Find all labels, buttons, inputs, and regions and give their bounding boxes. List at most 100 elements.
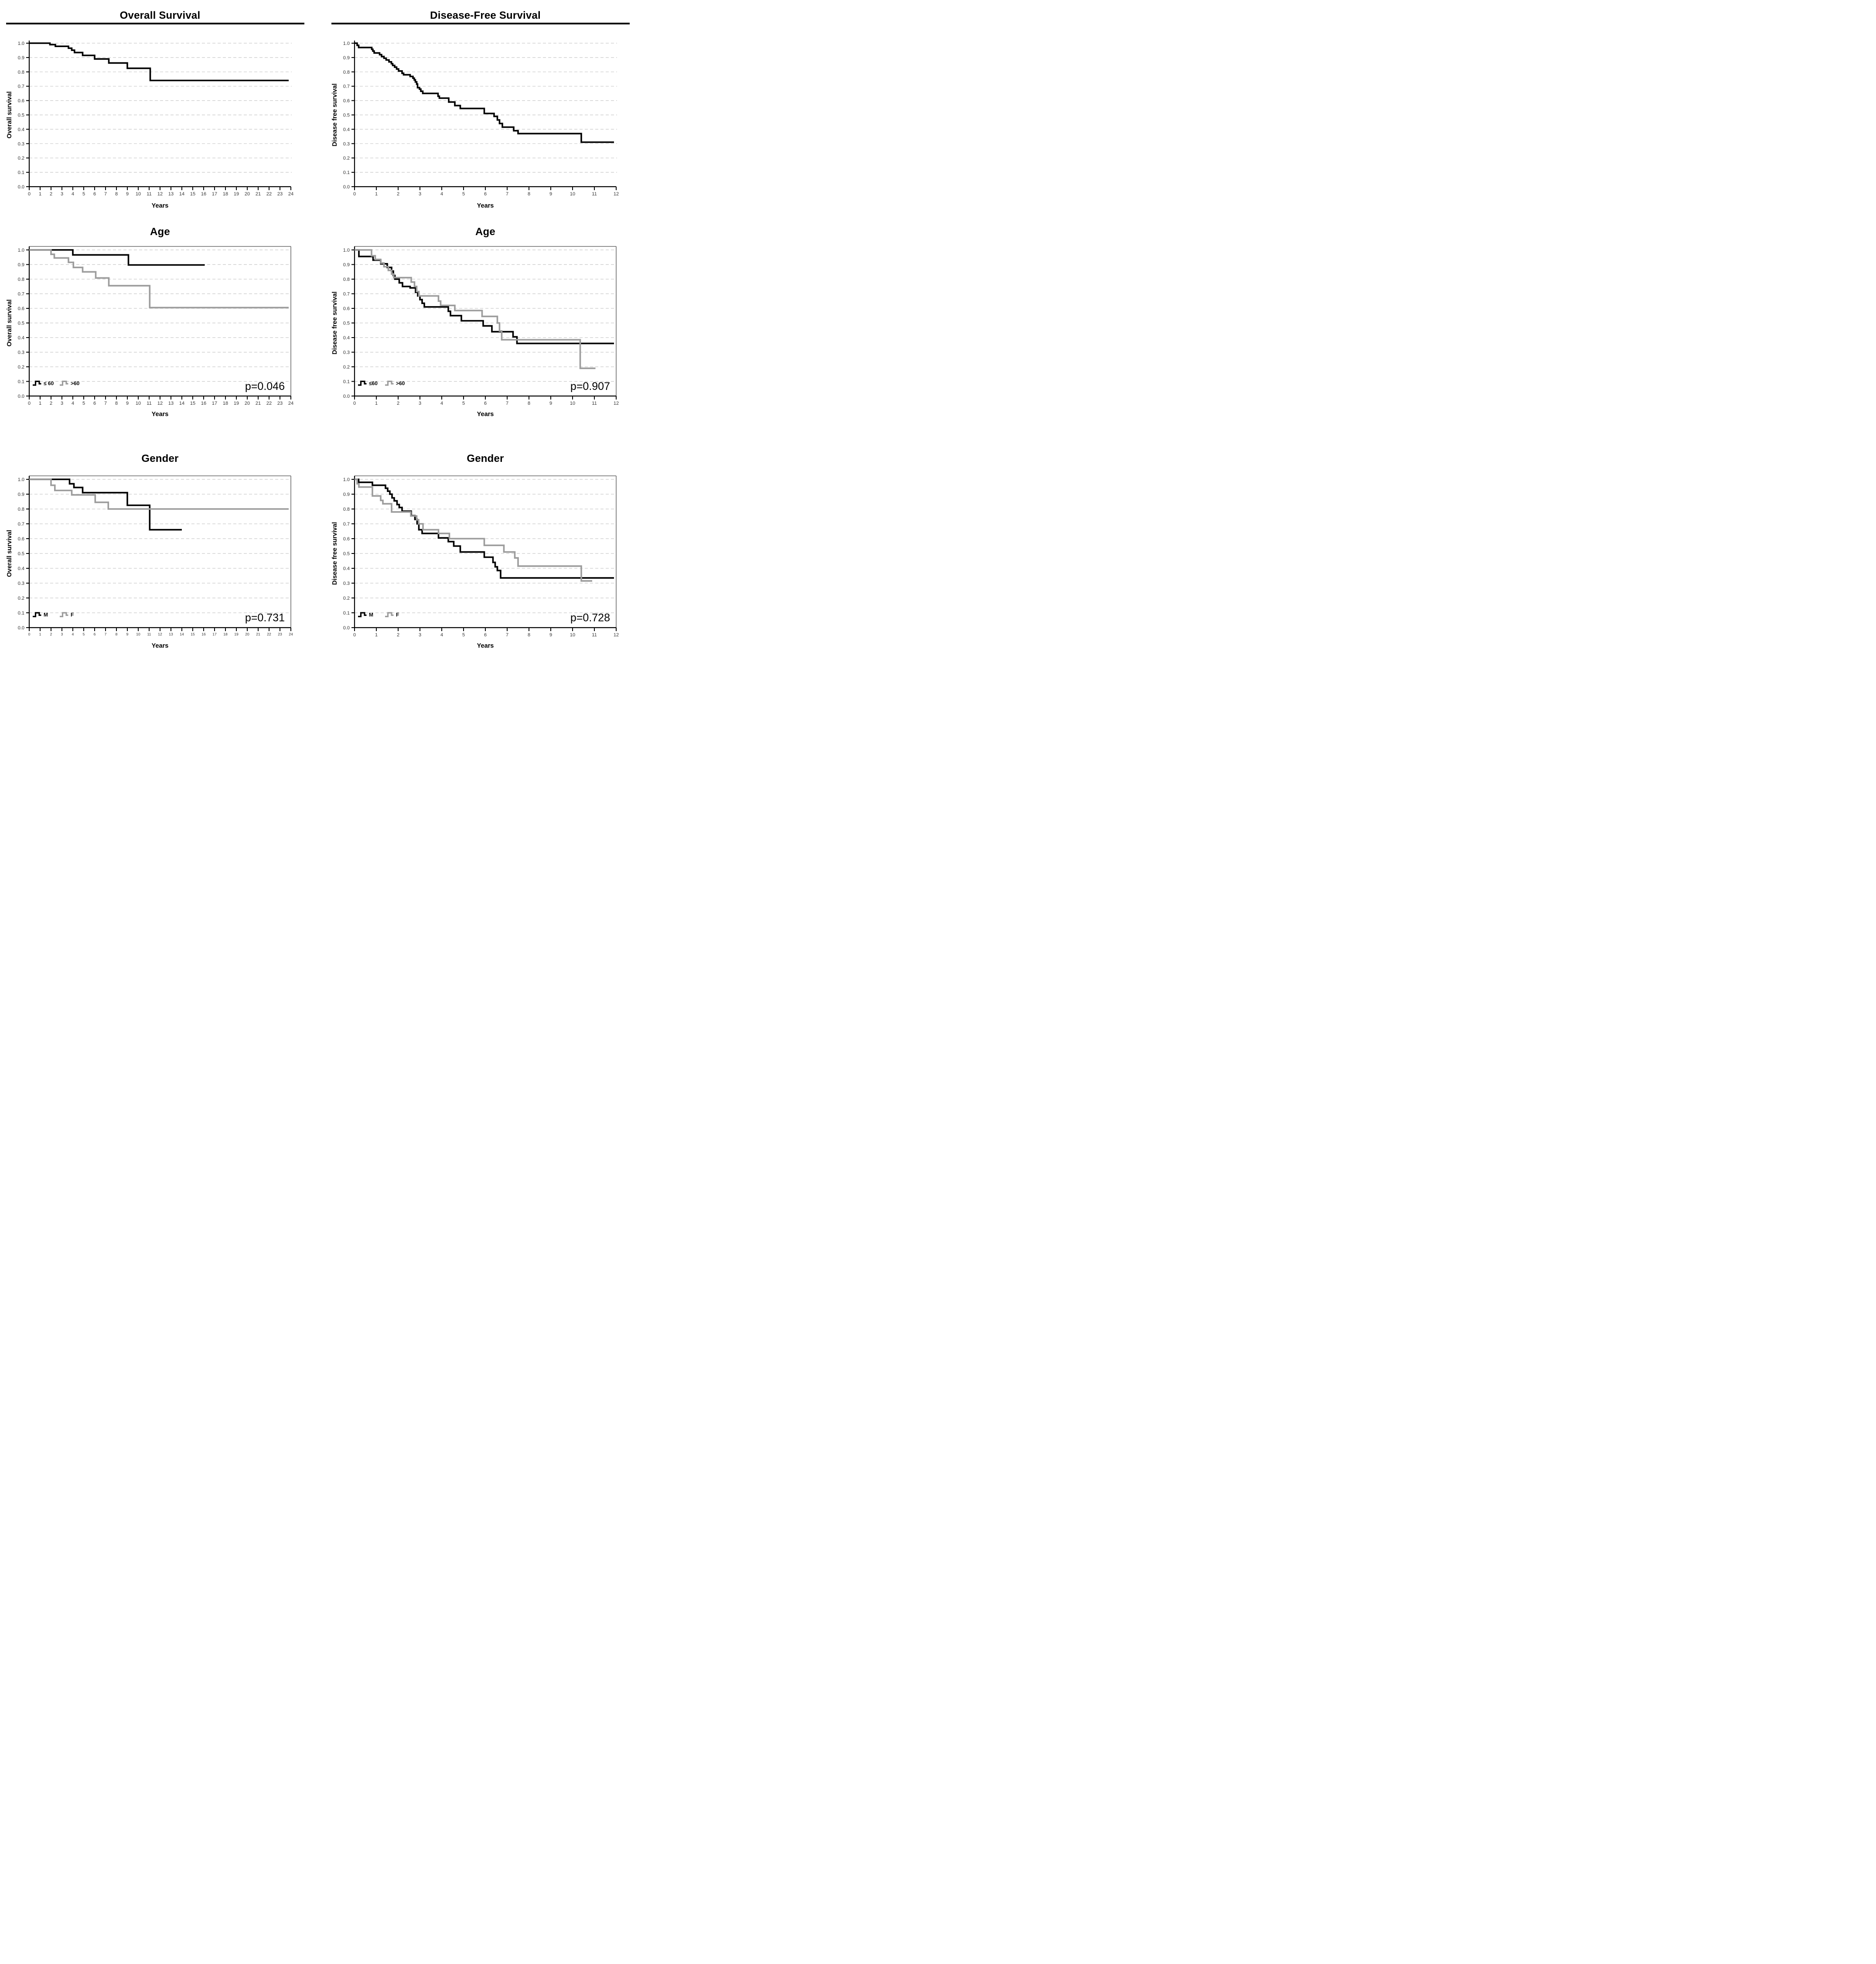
y-tick-label: 0.1	[18, 170, 24, 175]
y-tick-label: 0.6	[343, 99, 350, 104]
panel-title: Age	[475, 226, 495, 238]
y-tick-label: 0.2	[18, 156, 24, 161]
x-tick-label: 12	[614, 401, 619, 406]
y-tick-label: 0.5	[18, 321, 24, 326]
y-tick-label: 0.1	[343, 379, 350, 385]
y-tick-label: 0.4	[18, 335, 24, 341]
x-tick-label: 14	[180, 632, 184, 636]
x-tick-label: 23	[278, 632, 282, 636]
km-curve-le60	[29, 249, 205, 266]
y-tick-label: 0.6	[18, 536, 24, 542]
x-tick-label: 10	[136, 632, 140, 636]
x-tick-label: 8	[528, 191, 530, 197]
y-tick-label: 0.2	[18, 365, 24, 370]
y-tick-label: 0.9	[343, 55, 350, 61]
title-underline	[6, 23, 304, 24]
y-tick-label: 0.7	[18, 522, 24, 527]
x-tick-label: 8	[116, 632, 118, 636]
x-tick-label: 11	[592, 632, 597, 638]
y-tick-label: 0.2	[343, 596, 350, 601]
panel-gender-disease-free-survival: Gender 0.0 0.1 0.2 0.3 0.4 0.5 0.6 0.7 0.8 0.9 1.0…	[330, 451, 631, 655]
x-tick-label: 20	[245, 191, 250, 197]
legend-label: F	[396, 612, 399, 618]
y-tick-label: 0.6	[18, 99, 24, 104]
y-tick-label: 0.5	[343, 551, 350, 557]
x-tick-label: 18	[223, 632, 228, 636]
x-tick-label: 7	[105, 632, 107, 636]
y-tick-label: 0.5	[343, 321, 350, 326]
legend-label: M	[44, 612, 48, 618]
km-plot-disease-free-survival: 0.00.10.20.30.40.50.60.70.80.91.00 1 2 3 4 5 6…	[331, 41, 619, 209]
x-tick-label: 5	[462, 191, 465, 197]
y-axis-title: Overall survival	[6, 91, 13, 138]
panel-overall-survival: Overall Survival 0.0 0.1 0.2 0.3 0.4 0.5 0.6 0.…	[4, 0, 306, 217]
y-tick-label: 0.3	[343, 141, 350, 147]
x-axis-title: Years	[477, 642, 494, 649]
x-tick-label: 12	[157, 191, 163, 197]
x-tick-label: 7	[506, 191, 508, 197]
y-tick-label: 0.1	[18, 379, 24, 385]
x-tick-label: 10	[136, 191, 141, 197]
y-tick-label: 0.7	[343, 522, 350, 527]
y-axis-title: Disease free survival	[331, 83, 338, 146]
x-tick-label: 24	[288, 401, 293, 406]
y-tick-label: 0.8	[18, 70, 24, 75]
x-tick-label: 13	[168, 191, 174, 197]
y-tick-label: 0.8	[343, 70, 350, 75]
x-tick-label: 19	[234, 632, 239, 636]
x-tick-label: 7	[104, 191, 107, 197]
x-tick-label: 5	[462, 632, 465, 638]
y-tick-label: 0.2	[18, 596, 24, 601]
x-tick-label: 6	[94, 632, 96, 636]
y-tick-label: 0.2	[343, 156, 350, 161]
km-curve-female	[29, 478, 289, 510]
y-tick-label: 0.6	[343, 306, 350, 311]
x-tick-label: 6	[93, 401, 96, 406]
y-tick-label: 0.0	[343, 394, 350, 399]
y-tick-label: 0.6	[18, 306, 24, 311]
x-tick-label: 11	[147, 632, 151, 636]
panel-title: Overall Survival	[119, 10, 201, 21]
x-tick-label: 22	[266, 191, 272, 197]
x-tick-label: 2	[397, 191, 399, 197]
x-tick-label: 9	[549, 632, 552, 638]
km-plot-age-disease-free-survival: 0.00.10.20.30.40.50.60.70.80.91.00 1 2 3 4 5 6…	[331, 246, 619, 418]
x-tick-label: 15	[190, 191, 195, 197]
y-tick-label: 0.7	[18, 292, 24, 297]
x-tick-label: 6	[93, 191, 96, 197]
x-tick-label: 7	[104, 401, 107, 406]
legend-label: ≤60	[369, 380, 378, 386]
legend-step-icon	[33, 612, 41, 618]
legend-step-icon	[385, 380, 394, 386]
x-tick-label: 12	[614, 632, 619, 638]
x-tick-label: 4	[72, 632, 74, 636]
panel-title: Disease-Free Survival	[430, 10, 541, 21]
p-value-label: p=0.731	[245, 612, 285, 624]
x-tick-label: 1	[39, 191, 41, 197]
x-tick-label: 0	[353, 191, 356, 197]
y-tick-label: 0.1	[343, 170, 350, 175]
x-tick-label: 2	[397, 632, 399, 638]
x-tick-label: 18	[223, 191, 228, 197]
x-tick-label: 22	[267, 632, 271, 636]
x-tick-label: 0	[28, 191, 31, 197]
y-axis-title: Overall survival	[6, 530, 13, 577]
x-tick-label: 2	[50, 632, 52, 636]
km-plot-gender-disease-free-survival: 0.00.10.20.30.40.50.60.70.80.91.00 1 2 3 4 5 6…	[331, 475, 619, 649]
y-tick-label: 1.0	[18, 248, 24, 253]
x-tick-label: 10	[570, 632, 575, 638]
panel-disease-free-survival: Disease-Free Survival 0.0 0.1 0.2 0.3 0.4 0.5…	[330, 0, 631, 217]
x-tick-label: 18	[223, 401, 228, 406]
y-tick-label: 0.8	[343, 507, 350, 512]
x-tick-label: 9	[549, 401, 552, 406]
p-value-label: p=0.728	[570, 612, 610, 624]
x-tick-label: 5	[82, 401, 85, 406]
x-tick-label: 24	[289, 632, 293, 636]
y-axis-title: Disease free survival	[331, 522, 338, 585]
x-tick-label: 1	[375, 632, 378, 638]
y-tick-label: 0.0	[343, 625, 350, 631]
y-tick-label: 0.0	[18, 394, 24, 399]
panel-title: Age	[150, 226, 170, 238]
x-tick-label: 21	[256, 401, 261, 406]
x-tick-label: 4	[72, 191, 74, 197]
